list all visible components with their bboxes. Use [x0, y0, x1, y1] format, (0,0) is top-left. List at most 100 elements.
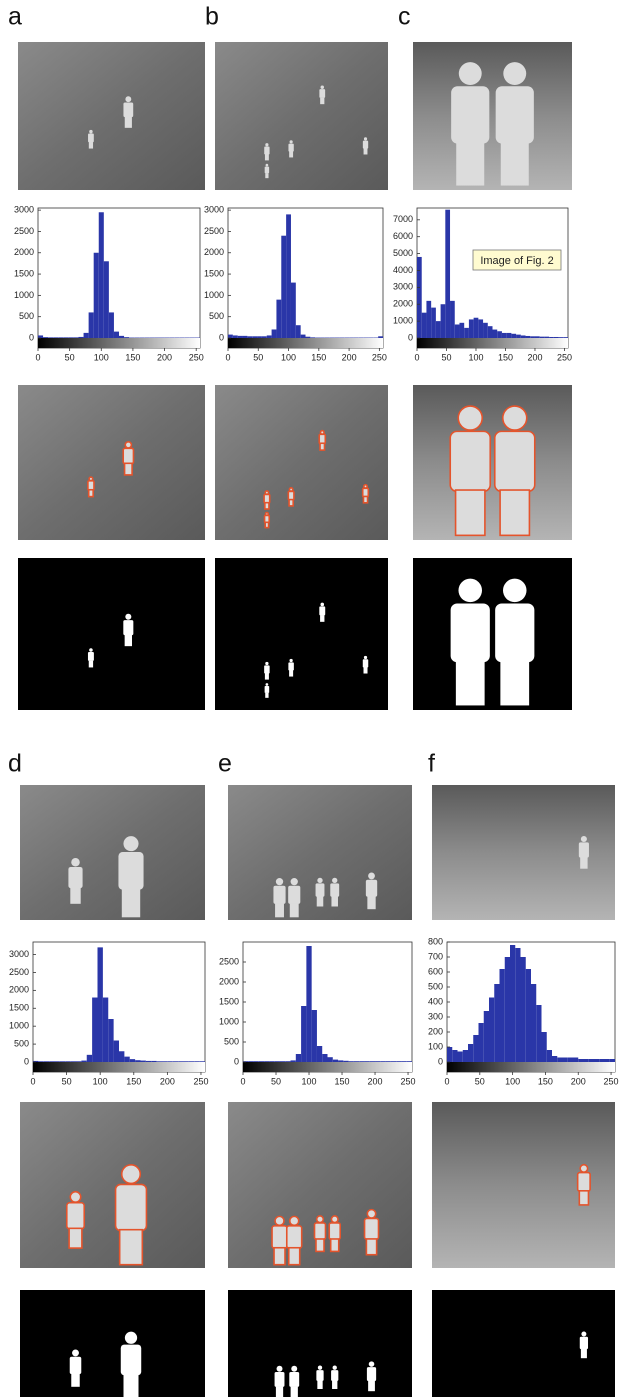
- person-body: [65, 1201, 86, 1230]
- histogram-bar: [457, 1051, 463, 1062]
- histogram-bar: [588, 1059, 594, 1062]
- person-legs: [287, 1246, 301, 1266]
- panel-label: b: [205, 3, 219, 31]
- x-tick-label: 50: [62, 1076, 72, 1086]
- histogram-bar: [135, 1060, 141, 1062]
- histogram-bar: [199, 1061, 205, 1062]
- histogram-bar: [264, 1061, 270, 1062]
- person-body: [315, 883, 325, 897]
- person-legs: [118, 1228, 144, 1266]
- histogram-bar: [520, 335, 526, 338]
- histogram-bar: [172, 1061, 179, 1062]
- person-legs: [273, 1246, 286, 1266]
- y-tick-label: 400: [428, 996, 443, 1006]
- y-tick-label: 2500: [14, 226, 34, 236]
- person-body: [264, 146, 270, 155]
- person-head: [458, 578, 483, 603]
- person-body: [288, 143, 294, 152]
- person-head: [265, 683, 269, 686]
- histogram-bar: [167, 1061, 173, 1062]
- histogram-bar: [435, 321, 441, 338]
- histogram-bar: [609, 1059, 615, 1062]
- histogram-bar: [108, 312, 114, 338]
- histogram-bar: [54, 1061, 60, 1062]
- image-background: [215, 385, 388, 540]
- histogram-bar: [501, 332, 507, 338]
- person-legs: [275, 1386, 284, 1397]
- person-head: [72, 1349, 79, 1357]
- person-legs: [365, 1238, 378, 1256]
- histogram-bar: [338, 1060, 344, 1062]
- histogram-bar: [385, 1061, 391, 1062]
- histogram-bar: [49, 1061, 55, 1062]
- person-legs: [123, 462, 133, 476]
- image-background: [413, 385, 572, 540]
- histogram-bar: [295, 1054, 302, 1062]
- histogram-bar: [311, 1010, 317, 1062]
- histogram-bar: [253, 1061, 259, 1062]
- person-head: [332, 1365, 337, 1370]
- person-body: [285, 1225, 303, 1250]
- thermal-image: [413, 42, 572, 190]
- x-tick-label: 50: [475, 1076, 485, 1086]
- person-body: [123, 102, 134, 118]
- person-head: [330, 1215, 339, 1224]
- person-head: [317, 877, 323, 884]
- person-head: [125, 613, 132, 620]
- x-tick-label: 0: [240, 1076, 245, 1086]
- binary-mask: [432, 1290, 615, 1397]
- person-body: [450, 603, 490, 663]
- histogram-bar: [108, 1019, 114, 1062]
- detection-image: [432, 1102, 615, 1268]
- binary-mask: [215, 558, 388, 710]
- histogram-bar: [459, 322, 465, 338]
- x-tick-label: 200: [368, 1076, 383, 1086]
- person-body: [87, 652, 94, 661]
- histogram-bar: [53, 337, 59, 338]
- histogram-bar: [454, 324, 460, 338]
- histogram-bar: [562, 1057, 568, 1062]
- histogram-bar: [378, 336, 383, 338]
- histogram-bar: [511, 333, 517, 338]
- x-tick-label: 100: [94, 352, 109, 362]
- person-body: [328, 1222, 341, 1241]
- histogram-bar: [183, 1061, 189, 1062]
- thermal-image: [20, 785, 205, 920]
- x-tick-label: 150: [125, 352, 140, 362]
- y-tick-label: 500: [14, 1038, 29, 1048]
- binary-mask: [228, 1290, 412, 1397]
- person-body: [330, 883, 340, 897]
- detection-image: [228, 1102, 412, 1268]
- person-body: [362, 659, 369, 668]
- histogram-bar: [286, 214, 291, 338]
- y-tick-label: 200: [428, 1026, 443, 1036]
- x-tick-label: 200: [342, 352, 357, 362]
- person-body: [366, 1367, 377, 1382]
- x-tick-label: 250: [557, 352, 572, 362]
- panel-label: c: [398, 3, 411, 31]
- histogram-bar: [269, 1061, 275, 1062]
- histogram-bar: [43, 1061, 50, 1062]
- histogram-bar: [306, 946, 312, 1062]
- person-body: [118, 852, 144, 890]
- histogram-bar: [33, 1060, 39, 1062]
- histogram-bar: [285, 1061, 291, 1062]
- histogram-bar: [494, 984, 500, 1062]
- person-body: [263, 514, 271, 524]
- y-tick-label: 600: [428, 966, 443, 976]
- histogram-bar: [290, 1060, 296, 1062]
- binary-mask: [18, 558, 205, 710]
- person-head: [265, 163, 269, 167]
- person-head: [502, 578, 527, 603]
- x-tick-label: 50: [65, 352, 75, 362]
- person-head: [289, 658, 293, 663]
- person-legs: [88, 660, 94, 668]
- person-legs: [329, 1238, 340, 1253]
- histogram-bar: [102, 997, 109, 1062]
- y-tick-label: 2000: [14, 247, 34, 257]
- histogram-bar: [73, 337, 79, 338]
- person-body: [122, 447, 135, 465]
- histogram-bar: [300, 334, 306, 338]
- person-body: [495, 603, 535, 663]
- histogram-bar: [38, 1061, 44, 1062]
